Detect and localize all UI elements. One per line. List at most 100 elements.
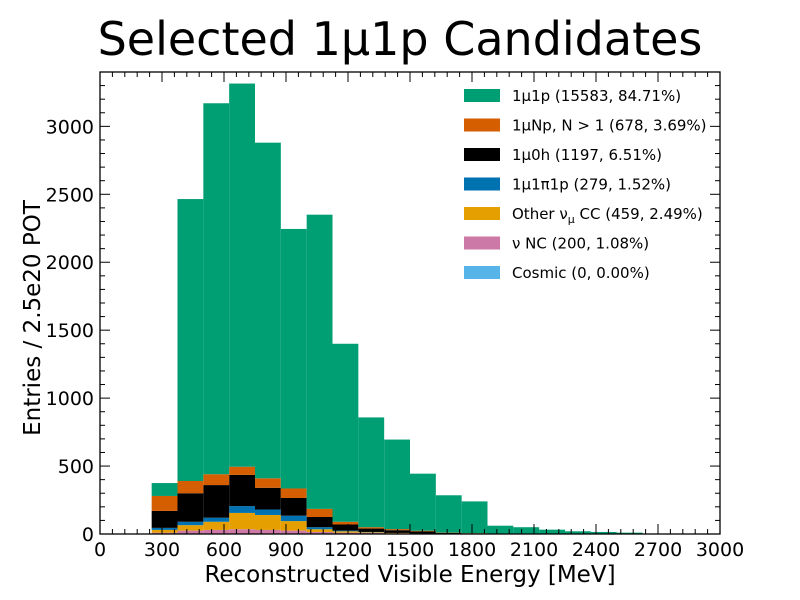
legend-label: 1μNp, N > 1 (678, 3.69%) [512,117,707,135]
bar-segment [280,488,307,498]
bar-segment [487,525,514,534]
y-tick-label: 1500 [46,320,94,342]
bar-segment [384,530,410,533]
x-tick-label: 0 [94,539,106,561]
bar-segment [203,521,230,530]
legend-swatch [464,236,500,250]
bar-segment [616,532,643,534]
x-tick-label: 900 [268,539,304,561]
bar-segment [306,527,333,530]
bar-segment [177,199,204,482]
bar-segment [410,531,436,534]
bar-segment [151,495,178,511]
legend-swatch [464,89,500,102]
bar-segment [177,521,204,526]
bar-segment [229,529,255,534]
bar-segment [513,527,540,534]
y-axis-label: Entries / 2.5e20 POT [20,199,46,436]
y-tick-label: 3000 [46,116,94,138]
bar-segment [280,530,307,534]
x-tick-label: 3000 [696,539,744,561]
bar-segment [332,530,359,532]
bar-segment [461,501,488,534]
bar-segment [255,142,281,479]
plot-frame [99,71,721,535]
bar-segment [203,103,230,475]
bar-segment [229,474,255,507]
legend-swatch [464,148,500,161]
bar-segment [229,83,255,467]
bar-segment [229,512,255,530]
bar-segment [177,530,204,534]
bar-segment [306,531,333,534]
legend-label: 1μ1π1p (279, 1.52%) [512,176,671,194]
bar-segment [332,343,359,522]
bar-stacks [151,83,643,534]
x-tick-label: 2100 [510,539,558,561]
bar-segment [384,529,410,531]
bar-segment [358,417,385,528]
bar-segment [280,497,307,516]
bar-segment [410,473,436,531]
bar-segment [280,515,307,522]
legend-swatch [464,207,500,220]
bar-segment [177,481,204,494]
bar-segment [203,517,230,522]
x-tick-label: 600 [206,539,242,561]
bar-segment [358,528,385,532]
legend-label: Other νμ CC (459, 2.49%) [512,205,703,226]
y-tick-label: 2500 [46,184,94,206]
bar-segment [306,517,333,528]
bar-segment [332,521,359,525]
x-tick-label: 2400 [572,539,620,561]
bar-segment [151,532,178,534]
bar-segment [203,485,230,518]
bar-segment [203,474,230,486]
legend-swatch [464,118,500,132]
bar-segment [306,529,333,532]
bar-segment [435,495,462,533]
legend-label: 1μ0h (1197, 6.51%) [512,146,662,164]
bar-segment [255,514,281,530]
x-tick-label: 2700 [634,539,682,561]
bar-segment [229,506,255,513]
bar-segment [384,439,410,530]
bar-segment [151,529,178,533]
legend-swatch [464,177,500,191]
bar-segment [255,529,281,534]
y-tick-label: 1000 [46,388,94,410]
x-tick-label: 1800 [448,539,496,561]
bar-segment [539,529,565,534]
bar-segment [280,521,307,531]
bar-segment [151,510,178,528]
legend-label: Cosmic (0, 0.00%) [512,264,650,282]
y-tick-label: 0 [82,524,94,546]
bar-segment [410,530,436,532]
bar-segment [280,228,307,489]
chart-title: Selected 1μ1p Candidates [98,12,703,66]
bar-segment [151,527,178,530]
legend-label: ν NC (200, 1.08%) [512,235,649,253]
bar-segment [151,483,178,496]
bar-segment [177,493,204,522]
bar-segment [590,531,617,534]
bar-segment [229,466,255,475]
y-tick-label: 500 [58,456,94,478]
bar-segment [358,532,385,533]
legend-label: 1μ1p (15583, 84.71%) [512,87,681,105]
bar-segment [565,531,591,534]
bar-segment [203,529,230,534]
y-tick-label: 2000 [46,252,94,274]
bar-segment [358,527,385,529]
legend-swatch [464,266,500,279]
bar-segment [332,531,359,533]
x-tick-label: 1500 [386,539,434,561]
bar-segment [255,487,281,510]
bar-segment [306,508,333,518]
x-tick-label: 300 [144,539,180,561]
bar-segment [255,509,281,515]
x-axis-label: Reconstructed Visible Energy [MeV] [204,562,615,588]
bar-segment [332,524,359,531]
bar-segment [332,532,359,534]
